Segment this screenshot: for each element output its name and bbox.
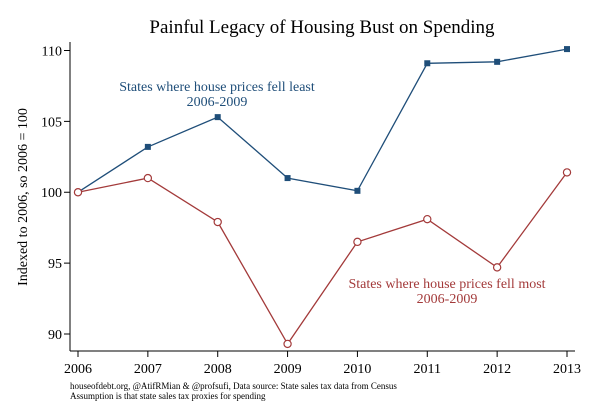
y-tick-label: 105 — [41, 115, 62, 130]
data-point-marker — [213, 217, 222, 227]
x-tick-label: 2012 — [483, 362, 511, 377]
data-point-marker — [144, 143, 151, 150]
data-point-marker — [283, 339, 292, 349]
x-tick-label: 2006 — [64, 362, 92, 377]
series-layer — [73, 46, 572, 349]
series-line-1 — [77, 48, 568, 193]
data-point-marker — [73, 188, 83, 197]
chart-title: Painful Legacy of Housing Bust on Spendi… — [149, 17, 495, 38]
x-tick-label: 2011 — [414, 362, 441, 377]
data-point-marker — [562, 168, 572, 177]
footnote-assumption: Assumption is that state sales tax proxi… — [70, 391, 266, 401]
x-tick-label: 2013 — [553, 362, 581, 377]
y-tick-label: 100 — [41, 186, 62, 201]
x-tick-label: 2010 — [343, 362, 371, 377]
series-label-layer: States where house prices fell least2006… — [119, 80, 545, 307]
data-point-marker — [214, 114, 221, 121]
data-point-marker — [423, 214, 432, 224]
series-label-2: 2006-2009 — [417, 292, 478, 307]
x-axis: 2006 2007 2008 2009 2010 2011 2012 2013 — [64, 350, 581, 377]
data-point-marker — [424, 60, 431, 67]
data-point-marker — [494, 58, 501, 65]
x-tick-label: 2007 — [134, 362, 162, 377]
series-label-1: States where house prices fell least — [119, 80, 315, 95]
series-label-1: 2006-2009 — [187, 95, 248, 110]
y-axis: 90 95 100 105 110 — [41, 42, 71, 351]
data-point-marker — [143, 173, 153, 183]
x-tick-label: 2009 — [274, 362, 302, 377]
y-tick-label: 110 — [42, 45, 62, 60]
series-label-2: States where house prices fell most — [348, 277, 545, 292]
data-point-marker — [284, 175, 291, 182]
data-point-marker — [354, 187, 361, 194]
data-point-marker — [492, 263, 502, 272]
x-tick-label: 2008 — [204, 362, 232, 377]
y-tick-label: 95 — [48, 257, 62, 272]
y-axis-label: Indexed to 2006, so 2006 = 100 — [16, 108, 31, 286]
series-line-2 — [77, 172, 568, 346]
y-tick-label: 90 — [48, 328, 62, 343]
footnote-source: houseofdebt.org, @AtifRMian & @profsufi,… — [70, 381, 397, 391]
data-point-marker — [353, 237, 362, 247]
data-point-marker — [564, 46, 570, 53]
